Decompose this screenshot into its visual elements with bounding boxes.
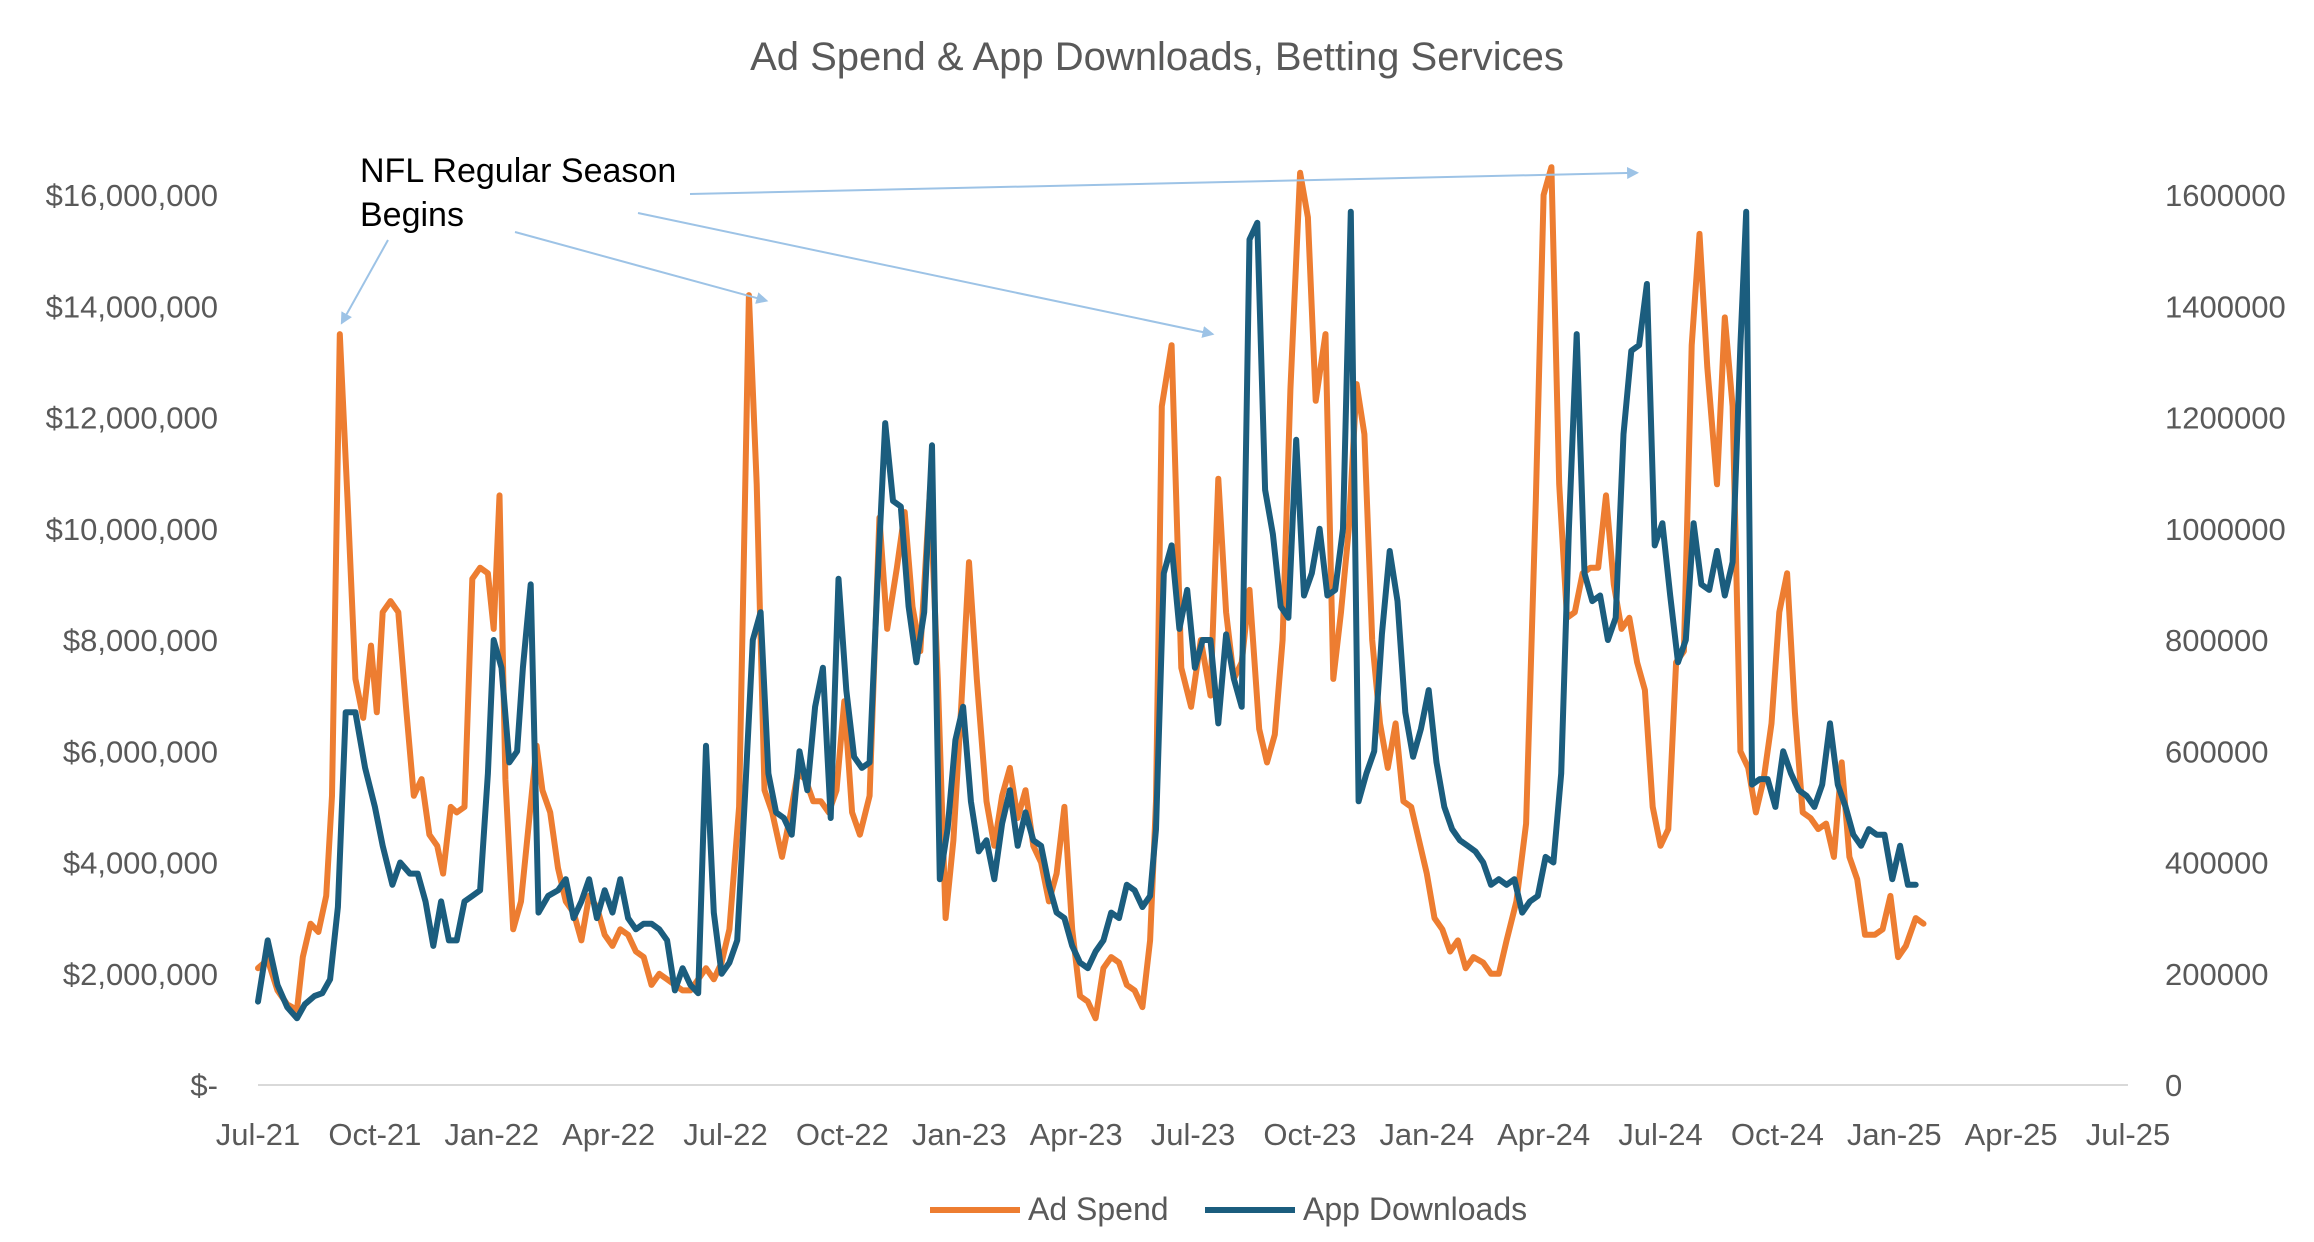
- y-left-tick-label: $6,000,000: [63, 734, 218, 769]
- y-right-tick-label: 600000: [2165, 734, 2268, 769]
- y-right-tick-label: 800000: [2165, 623, 2268, 658]
- y-left-tick-label: $10,000,000: [46, 512, 218, 547]
- x-tick-label: Jul-21: [216, 1117, 300, 1152]
- x-tick-label: Apr-22: [562, 1117, 655, 1152]
- y-left-tick-label: $16,000,000: [46, 178, 218, 213]
- axes: $- $2,000,000 $4,000,000 $6,000,000 $8,000,0…: [46, 178, 2286, 1152]
- y-left-tick-label: $14,000,000: [46, 289, 218, 324]
- y-right-tick-label: 1000000: [2165, 512, 2286, 547]
- chart-title: Ad Spend & App Downloads, Betting Servic…: [750, 35, 1564, 79]
- legend-label: Ad Spend: [1028, 1191, 1169, 1227]
- legend-label: App Downloads: [1303, 1191, 1527, 1227]
- y-left-tick-label: $2,000,000: [63, 957, 218, 992]
- y-right-tick-label: 400000: [2165, 846, 2268, 881]
- x-tick-label: Jan-25: [1847, 1117, 1942, 1152]
- annotation-arrow: [340, 239, 389, 325]
- x-tick-label: Jan-22: [444, 1117, 539, 1152]
- x-tick-label: Oct-24: [1731, 1117, 1824, 1152]
- y-right-tick-label: 1400000: [2165, 289, 2286, 324]
- y-right-tick-label: 1600000: [2165, 178, 2286, 213]
- annotation-arrow: [637, 212, 1215, 338]
- series-line-ad-spend: [255, 164, 1927, 1022]
- x-tick-label: Oct-21: [328, 1117, 421, 1152]
- y-left-tick-label: $-: [190, 1068, 218, 1103]
- x-tick-label: Jul-24: [1618, 1117, 1702, 1152]
- x-tick-label: Oct-23: [1263, 1117, 1356, 1152]
- x-tick-label: Jul-23: [1151, 1117, 1235, 1152]
- x-tick-label: Jul-22: [683, 1117, 767, 1152]
- y-left-tick-label: $12,000,000: [46, 401, 218, 436]
- x-tick-label: Apr-23: [1030, 1117, 1123, 1152]
- y-left-tick-label: $4,000,000: [63, 846, 218, 881]
- series-layer: [255, 164, 1927, 1022]
- x-tick-label: Jul-25: [2086, 1117, 2170, 1152]
- annotation: NFL Regular Season Begins: [340, 152, 1640, 338]
- series-line-app-downloads: [255, 208, 1919, 1022]
- legend: Ad Spend App Downloads: [930, 1191, 1527, 1227]
- annotation-arrow: [689, 167, 1640, 195]
- y-right-tick-label: 200000: [2165, 957, 2268, 992]
- x-tick-label: Jan-24: [1379, 1117, 1474, 1152]
- x-tick-label: Jan-23: [912, 1117, 1007, 1152]
- annotation-text: Begins: [360, 196, 464, 234]
- x-tick-label: Oct-22: [796, 1117, 889, 1152]
- x-tick-label: Apr-24: [1497, 1117, 1590, 1152]
- annotation-arrow: [514, 231, 769, 304]
- x-tick-label: Apr-25: [1965, 1117, 2058, 1152]
- y-left-tick-label: $8,000,000: [63, 623, 218, 658]
- y-right-tick-label: 0: [2165, 1068, 2182, 1103]
- y-right-tick-label: 1200000: [2165, 401, 2286, 436]
- annotation-text: NFL Regular Season: [360, 152, 676, 190]
